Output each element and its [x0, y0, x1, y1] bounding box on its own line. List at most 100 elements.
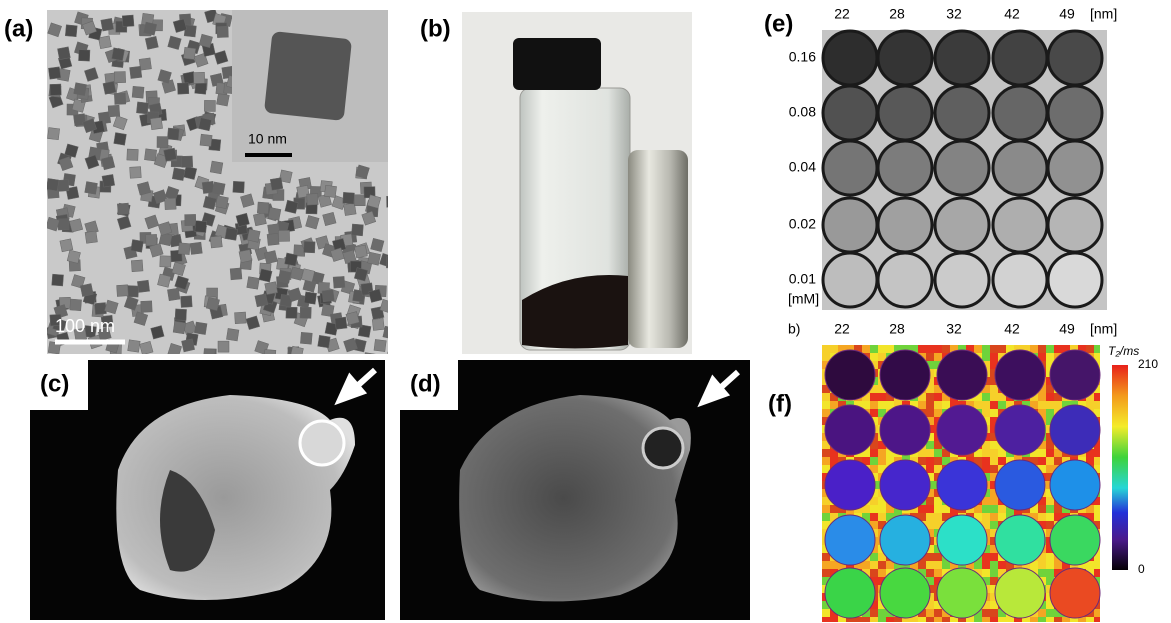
nanocube [371, 238, 384, 251]
tumor [643, 428, 683, 468]
noise-cell [822, 561, 830, 569]
noise-cell [1046, 393, 1054, 401]
nanocube [388, 352, 399, 363]
noise-cell [918, 401, 926, 409]
nanocube [167, 288, 180, 301]
well [880, 405, 930, 455]
nanocube [368, 252, 381, 265]
row-label: 0.04 [789, 159, 816, 175]
noise-cell [870, 393, 878, 401]
nanocube [164, 148, 177, 161]
noise-cell [918, 561, 926, 569]
noise-cell [878, 513, 886, 521]
noise-cell [918, 505, 926, 513]
nanocube [233, 181, 245, 193]
noise-cell [822, 393, 830, 401]
panel-label: (b) [420, 15, 451, 42]
noise-cell [990, 401, 998, 409]
noise-cell [1030, 617, 1038, 623]
well [935, 253, 989, 307]
well [937, 568, 987, 618]
noise-cell [1062, 617, 1070, 623]
noise-cell [926, 617, 934, 623]
nanocube [300, 332, 312, 344]
nanocube [183, 166, 196, 179]
noise-cell [926, 609, 934, 617]
nanocube [127, 285, 139, 297]
noise-cell [862, 401, 870, 409]
nanocube [278, 270, 291, 283]
well [1050, 515, 1100, 565]
nanocube [132, 86, 144, 98]
noise-cell [1006, 617, 1014, 623]
noise-cell [870, 609, 878, 617]
well [823, 198, 877, 252]
noise-cell [1054, 561, 1062, 569]
noise-cell [862, 345, 870, 353]
nanocube [145, 36, 158, 49]
well [878, 86, 932, 140]
noise-cell [926, 465, 934, 473]
nanocube [50, 84, 61, 95]
row-label: 0.01 [789, 271, 816, 287]
row-label: 0.08 [789, 104, 816, 120]
panel-label: (a) [4, 15, 33, 42]
nanocube [177, 83, 188, 94]
nanocube [204, 100, 215, 111]
nanocube [48, 67, 60, 79]
noise-cell [982, 561, 990, 569]
noise-cell [990, 553, 998, 561]
nanocube [253, 213, 266, 226]
noise-cell [990, 513, 998, 521]
well [993, 86, 1047, 140]
nanocube [57, 180, 69, 192]
nanocube [217, 26, 228, 37]
nanocube [102, 156, 115, 169]
noise-cell [1038, 401, 1046, 409]
phantom-wells [823, 31, 1102, 307]
noise-cell [990, 521, 998, 529]
nanocube [383, 326, 396, 339]
column-label: 32 [946, 321, 962, 337]
nanocube [60, 239, 73, 252]
noise-cell [1038, 449, 1046, 457]
noise-cell [982, 345, 990, 353]
well [880, 568, 930, 618]
well [1048, 141, 1102, 195]
noise-cell [934, 401, 942, 409]
noise-cell [1094, 457, 1102, 465]
nanocube [374, 339, 386, 351]
noise-cell [1038, 505, 1046, 513]
noise-cell [926, 457, 934, 465]
noise-cell [926, 561, 934, 569]
noise-cell [998, 505, 1006, 513]
noise-cell [870, 449, 878, 457]
column-label: 22 [834, 6, 850, 22]
nanocube [264, 251, 277, 264]
noise-cell [942, 617, 950, 623]
nanocube [127, 149, 138, 160]
nanocube [122, 15, 134, 27]
noise-cell [990, 505, 998, 513]
well [993, 253, 1047, 307]
nanocube [324, 185, 336, 197]
noise-cell [990, 569, 998, 577]
scale-label: 10 nm [248, 131, 287, 147]
noise-cell [1094, 449, 1102, 457]
well [1050, 460, 1100, 510]
noise-cell [1046, 497, 1054, 505]
noise-cell [934, 609, 942, 617]
noise-cell [982, 505, 990, 513]
noise-cell [934, 449, 942, 457]
nanocube [85, 231, 97, 243]
colorbar [1112, 365, 1128, 570]
noise-cell [934, 569, 942, 577]
noise-cell [870, 617, 878, 623]
noise-cell [990, 441, 998, 449]
noise-cell [1054, 505, 1062, 513]
noise-cell [1046, 553, 1054, 561]
nanocube [128, 340, 141, 353]
noise-cell [878, 449, 886, 457]
noise-cell [934, 561, 942, 569]
column-label: 22 [834, 321, 850, 337]
